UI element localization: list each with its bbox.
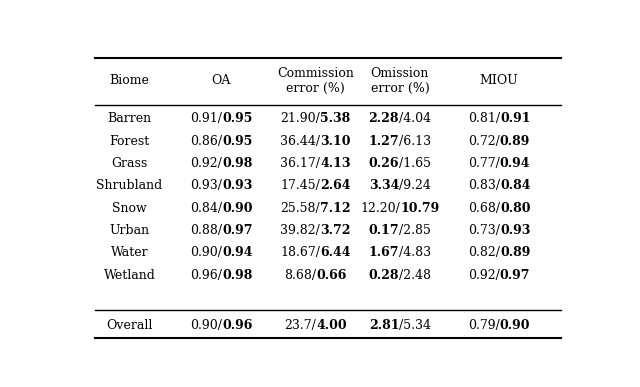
Text: 2.64: 2.64 bbox=[320, 179, 351, 192]
Text: /2.48: /2.48 bbox=[399, 269, 431, 282]
Text: 0.90/: 0.90/ bbox=[190, 246, 222, 259]
Text: 6.44: 6.44 bbox=[321, 246, 351, 259]
Text: Wetland: Wetland bbox=[104, 269, 156, 282]
Text: /5.34: /5.34 bbox=[399, 319, 431, 332]
Text: 1.67: 1.67 bbox=[369, 246, 399, 259]
Text: OA: OA bbox=[212, 74, 231, 87]
Text: Omission
error (%): Omission error (%) bbox=[371, 67, 429, 95]
Text: 0.92/: 0.92/ bbox=[190, 157, 222, 170]
Text: /4.83: /4.83 bbox=[399, 246, 431, 259]
Text: 0.96: 0.96 bbox=[222, 319, 253, 332]
Text: 18.67/: 18.67/ bbox=[280, 246, 321, 259]
Text: 0.94: 0.94 bbox=[222, 246, 253, 259]
Text: Grass: Grass bbox=[111, 157, 148, 170]
Text: 0.98: 0.98 bbox=[222, 157, 253, 170]
Text: 0.90/: 0.90/ bbox=[190, 319, 222, 332]
Text: Urban: Urban bbox=[109, 224, 150, 237]
Text: 0.26: 0.26 bbox=[369, 157, 399, 170]
Text: 25.58/: 25.58/ bbox=[280, 202, 320, 215]
Text: 0.89: 0.89 bbox=[500, 246, 531, 259]
Text: Forest: Forest bbox=[109, 135, 150, 147]
Text: Commission
error (%): Commission error (%) bbox=[277, 67, 354, 95]
Text: 0.66: 0.66 bbox=[316, 269, 347, 282]
Text: 39.82/: 39.82/ bbox=[280, 224, 320, 237]
Text: 0.98: 0.98 bbox=[222, 269, 253, 282]
Text: 12.20/: 12.20/ bbox=[360, 202, 400, 215]
Text: /6.13: /6.13 bbox=[399, 135, 431, 147]
Text: 0.83/: 0.83/ bbox=[468, 179, 500, 192]
Text: 0.91/: 0.91/ bbox=[190, 112, 222, 125]
Text: 0.77/: 0.77/ bbox=[468, 157, 500, 170]
Text: 0.79/: 0.79/ bbox=[468, 319, 500, 332]
Text: Overall: Overall bbox=[106, 319, 153, 332]
Text: 3.34: 3.34 bbox=[369, 179, 399, 192]
Text: 0.72/: 0.72/ bbox=[468, 135, 500, 147]
Text: 0.86/: 0.86/ bbox=[190, 135, 222, 147]
Text: 0.96/: 0.96/ bbox=[190, 269, 222, 282]
Text: 0.84: 0.84 bbox=[500, 179, 531, 192]
Text: 0.28: 0.28 bbox=[369, 269, 399, 282]
Text: Biome: Biome bbox=[109, 74, 150, 87]
Text: 0.89: 0.89 bbox=[500, 135, 531, 147]
Text: /4.04: /4.04 bbox=[399, 112, 431, 125]
Text: 3.72: 3.72 bbox=[320, 224, 351, 237]
Text: 0.91: 0.91 bbox=[500, 112, 531, 125]
Text: 0.94: 0.94 bbox=[500, 157, 531, 170]
Text: 21.90/: 21.90/ bbox=[280, 112, 321, 125]
Text: 0.90: 0.90 bbox=[500, 319, 531, 332]
Text: 3.10: 3.10 bbox=[321, 135, 351, 147]
Text: 4.13: 4.13 bbox=[321, 157, 351, 170]
Text: 0.73/: 0.73/ bbox=[468, 224, 500, 237]
Text: 0.92/: 0.92/ bbox=[468, 269, 500, 282]
Text: 10.79: 10.79 bbox=[400, 202, 440, 215]
Text: Snow: Snow bbox=[112, 202, 147, 215]
Text: 7.12: 7.12 bbox=[320, 202, 351, 215]
Text: 23.7/: 23.7/ bbox=[284, 319, 316, 332]
Text: 0.82/: 0.82/ bbox=[468, 246, 500, 259]
Text: 0.80: 0.80 bbox=[500, 202, 531, 215]
Text: 1.27: 1.27 bbox=[369, 135, 399, 147]
Text: 17.45/: 17.45/ bbox=[280, 179, 320, 192]
Text: 5.38: 5.38 bbox=[321, 112, 351, 125]
Text: 0.93: 0.93 bbox=[222, 179, 253, 192]
Text: 0.68/: 0.68/ bbox=[468, 202, 500, 215]
Text: Shrubland: Shrubland bbox=[97, 179, 163, 192]
Text: Barren: Barren bbox=[108, 112, 152, 125]
Text: 8.68/: 8.68/ bbox=[284, 269, 316, 282]
Text: 0.17: 0.17 bbox=[369, 224, 399, 237]
Text: 36.17/: 36.17/ bbox=[280, 157, 321, 170]
Text: 0.81/: 0.81/ bbox=[468, 112, 500, 125]
Text: 4.00: 4.00 bbox=[316, 319, 347, 332]
Text: 0.84/: 0.84/ bbox=[190, 202, 222, 215]
Text: Water: Water bbox=[111, 246, 148, 259]
Text: /9.24: /9.24 bbox=[399, 179, 431, 192]
Text: 0.95: 0.95 bbox=[222, 112, 253, 125]
Text: 0.93/: 0.93/ bbox=[190, 179, 222, 192]
Text: /2.85: /2.85 bbox=[399, 224, 431, 237]
Text: 0.97: 0.97 bbox=[500, 269, 531, 282]
Text: 0.90: 0.90 bbox=[222, 202, 253, 215]
Text: 0.95: 0.95 bbox=[222, 135, 253, 147]
Text: 2.81: 2.81 bbox=[369, 319, 399, 332]
Text: 36.44/: 36.44/ bbox=[280, 135, 321, 147]
Text: 2.28: 2.28 bbox=[369, 112, 399, 125]
Text: 0.88/: 0.88/ bbox=[190, 224, 222, 237]
Text: /1.65: /1.65 bbox=[399, 157, 431, 170]
Text: MIOU: MIOU bbox=[480, 74, 518, 87]
Text: 0.97: 0.97 bbox=[222, 224, 253, 237]
Text: 0.93: 0.93 bbox=[500, 224, 531, 237]
